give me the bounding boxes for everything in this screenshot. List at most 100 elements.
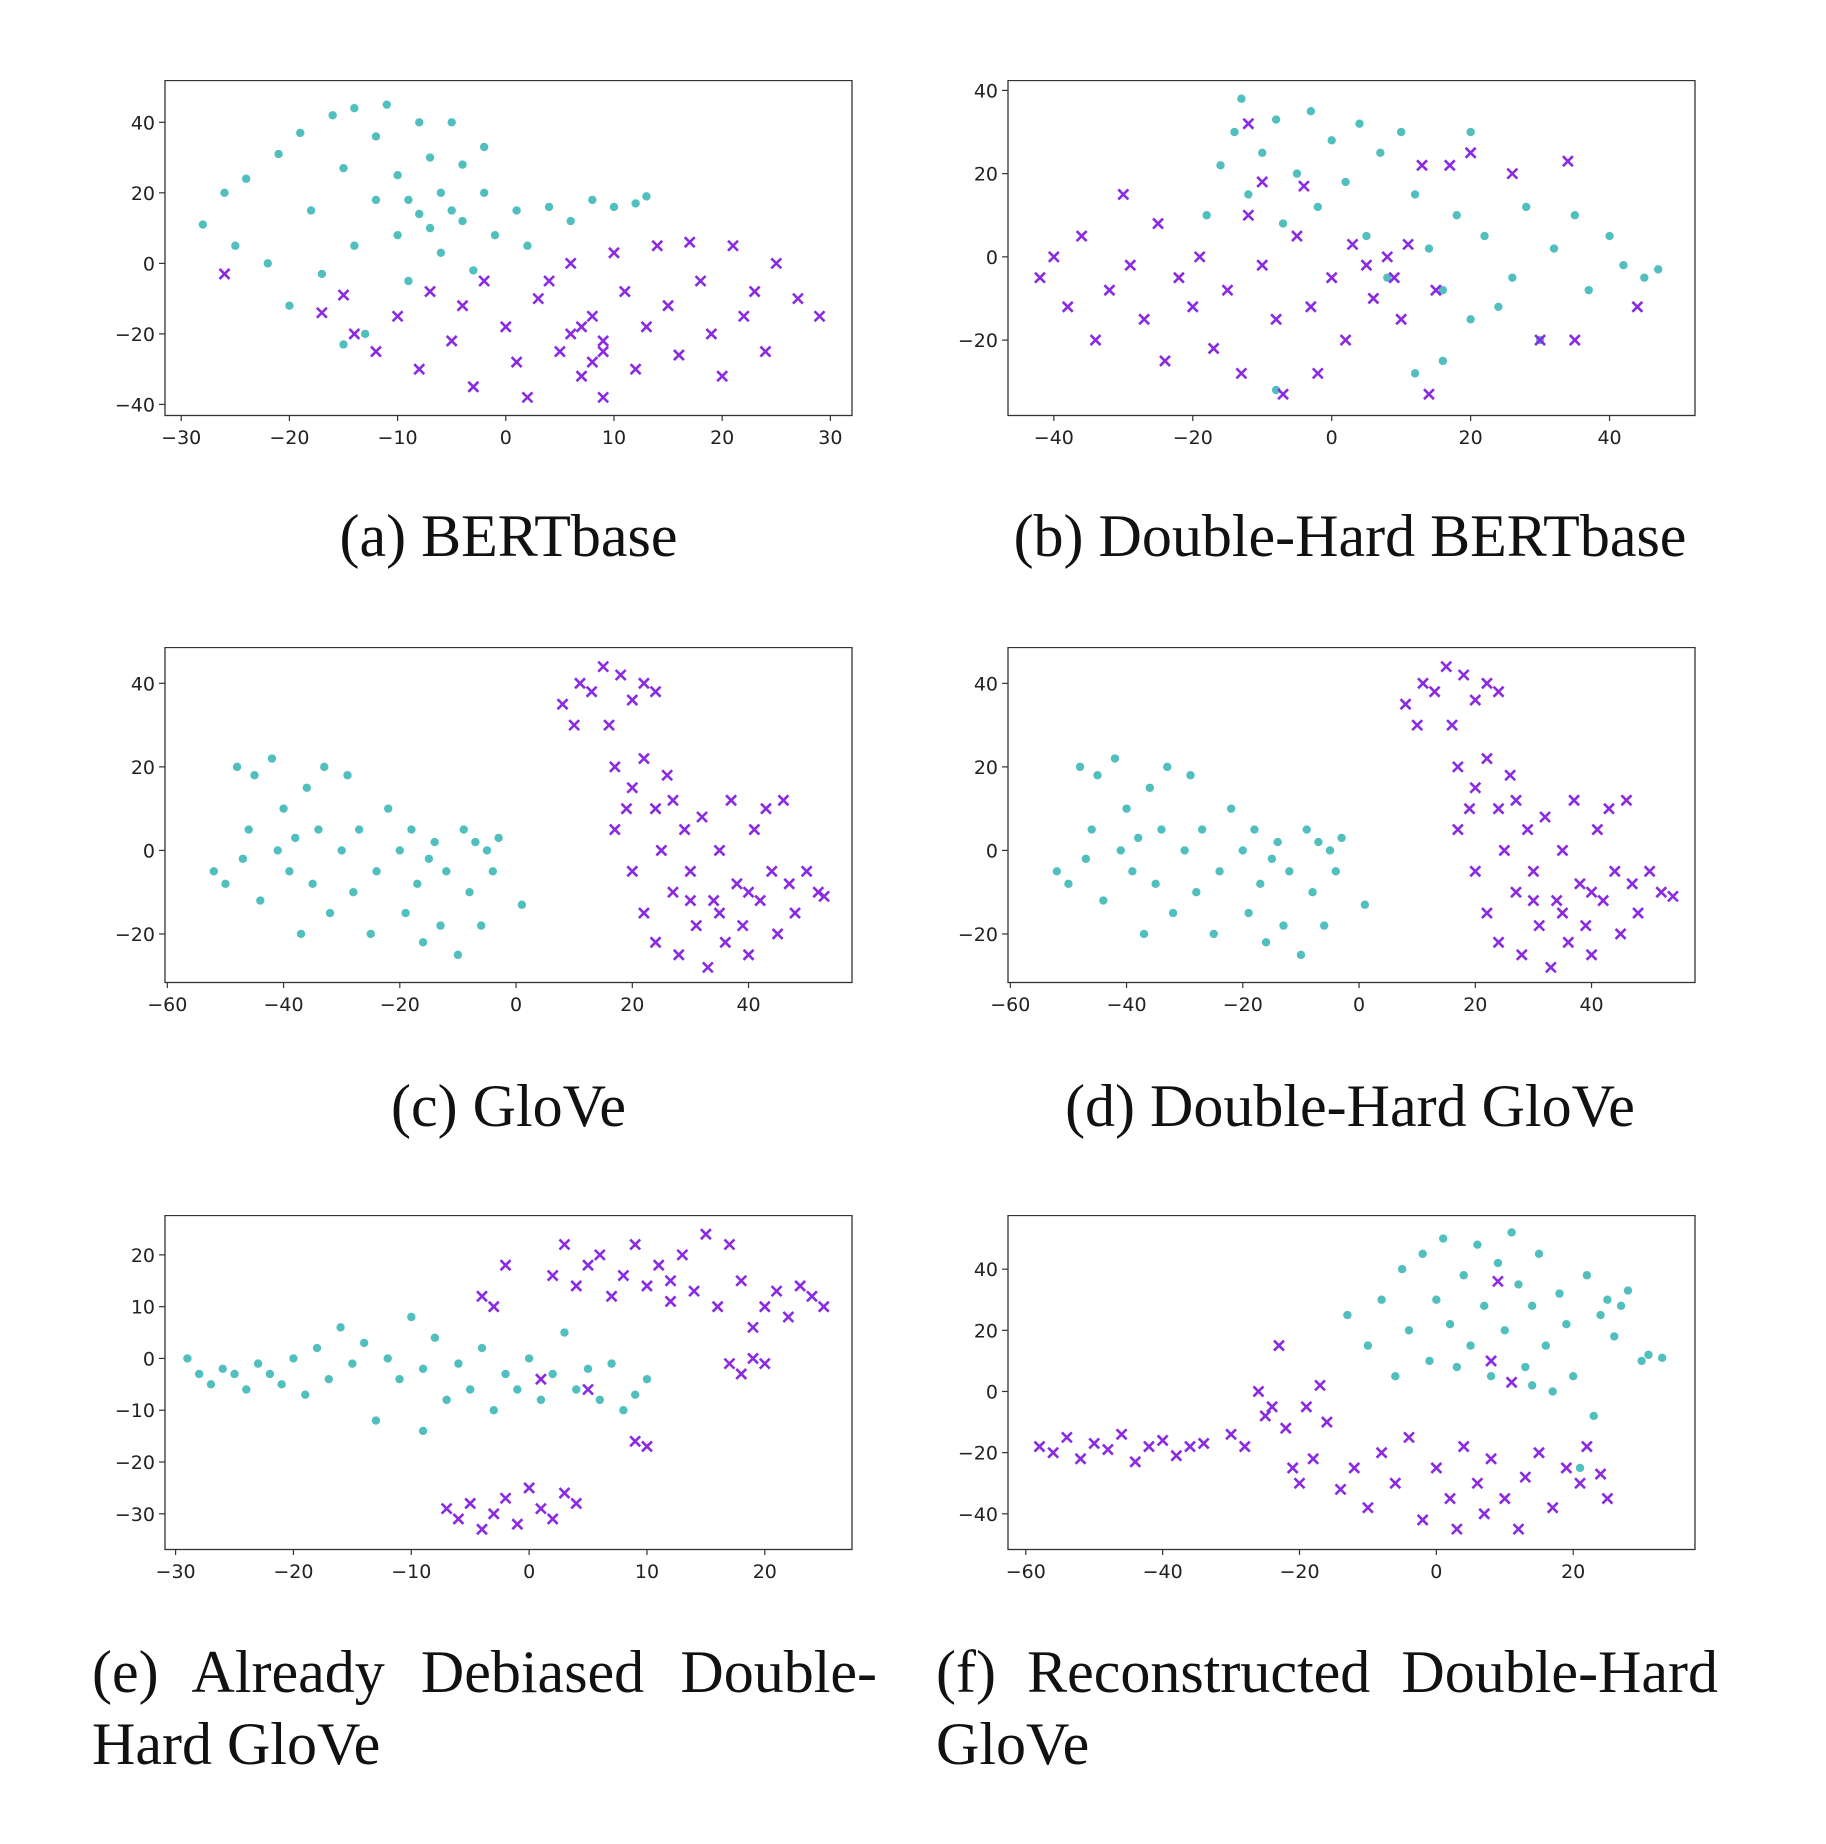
point-x (760, 802, 772, 815)
point-x (597, 345, 610, 358)
point-x (1170, 1449, 1183, 1462)
point-circle (1261, 938, 1271, 947)
point-x (1172, 271, 1185, 284)
point-circle (371, 132, 381, 141)
point-x (1457, 1440, 1470, 1453)
point-circle (312, 1343, 322, 1353)
point-circle (1653, 265, 1663, 274)
point-x (1527, 894, 1540, 907)
scatter-plot-b: −40 −20 0 20 40 −20 0 20 40 (958, 80, 1696, 449)
point-x (723, 1357, 736, 1370)
point-circle (230, 1369, 239, 1379)
point-x (1450, 1523, 1463, 1536)
point-x (1457, 669, 1470, 681)
point-x (1197, 1437, 1210, 1450)
point-circle (1331, 867, 1341, 876)
point-circle (1610, 1332, 1619, 1341)
point-circle (339, 163, 348, 173)
point-x (1451, 760, 1464, 773)
point-circle (607, 1359, 616, 1368)
plot-frame (1007, 647, 1696, 984)
x-tick-label: 0 (510, 994, 522, 1016)
point-circle (501, 1369, 510, 1379)
point-circle (336, 1323, 345, 1332)
point-circle (458, 216, 467, 226)
point-x (1643, 865, 1656, 878)
point-x (1519, 1471, 1532, 1484)
point-circle (642, 1374, 652, 1384)
point-circle (1258, 148, 1267, 158)
point-x (1492, 936, 1505, 949)
y-tick-label: −20 (115, 1452, 155, 1474)
point-x (1235, 367, 1248, 380)
point-x (725, 794, 738, 807)
point-circle (256, 896, 265, 905)
point-circle (383, 804, 393, 813)
point-x (1101, 1443, 1114, 1456)
point-x (1033, 1440, 1046, 1453)
point-x (1443, 159, 1456, 172)
point-circle (1473, 1240, 1482, 1249)
point-circle (209, 867, 219, 876)
y-tick-label: −40 (958, 1504, 998, 1526)
point-x (667, 794, 679, 807)
point-x (649, 936, 662, 949)
point-circle (1244, 190, 1253, 199)
point-x (1591, 823, 1604, 836)
point-x (1277, 388, 1289, 401)
point-x (1498, 1492, 1511, 1505)
point-circle (1362, 231, 1371, 241)
point-x (783, 877, 796, 890)
point-circle (583, 1364, 593, 1373)
point-circle (1256, 879, 1265, 889)
point-x (748, 823, 761, 836)
point-x (1469, 781, 1482, 794)
point-circle (343, 771, 352, 780)
caption-b: (b) Double-Hard BERTbase (1013, 503, 1687, 569)
point-x (696, 811, 708, 823)
y-tick-label: 20 (974, 757, 998, 779)
point-x (586, 356, 599, 369)
point-circle (630, 1390, 640, 1399)
y-tick-label: 0 (986, 1381, 998, 1403)
point-x (800, 865, 813, 878)
point-circle (221, 879, 230, 889)
point-x (413, 363, 426, 376)
point-x (499, 320, 512, 333)
x-tick-label: −60 (1006, 1561, 1046, 1583)
point-x (1159, 354, 1171, 367)
point-x (476, 1290, 488, 1303)
point-x (1504, 769, 1517, 782)
point-x (218, 268, 231, 280)
point-x (1444, 1492, 1456, 1505)
point-x (699, 1228, 712, 1241)
point-circle (308, 879, 317, 889)
point-circle (1087, 825, 1096, 834)
point-x (672, 349, 685, 361)
y-tick-label: 0 (143, 840, 155, 862)
point-x (456, 299, 469, 312)
point-x (1423, 388, 1435, 401)
point-x (735, 1368, 748, 1380)
point-x (759, 345, 772, 358)
point-x (748, 285, 761, 298)
caption-a: (a) BERTbase (339, 503, 678, 569)
point-circle (393, 171, 402, 180)
point-x (713, 844, 726, 857)
caption-d: (d) Double-Hard GloVe (1065, 1073, 1635, 1139)
point-x (564, 257, 577, 270)
y-tick-label: 40 (131, 673, 155, 695)
point-x (1047, 1446, 1060, 1459)
point-x (1626, 877, 1639, 890)
point-circle (1452, 211, 1461, 220)
point-circle (348, 1359, 357, 1368)
x-tick-label: 20 (1463, 994, 1487, 1016)
point-circle (1110, 754, 1120, 763)
point-x (735, 1274, 748, 1287)
point-x (521, 391, 534, 404)
point-circle (1128, 867, 1137, 876)
point-x (1238, 1440, 1251, 1453)
point-circle (469, 266, 478, 275)
x-tick-label: 0 (500, 427, 512, 449)
point-x (1193, 250, 1206, 263)
